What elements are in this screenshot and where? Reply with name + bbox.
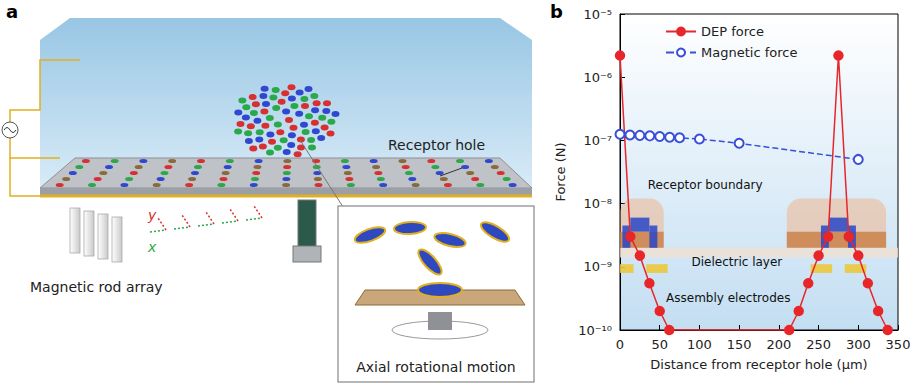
svg-text:50: 50	[651, 337, 668, 352]
svg-text:10⁻⁹: 10⁻⁹	[583, 259, 612, 274]
svg-text:Dielectric layer: Dielectric layer	[691, 255, 782, 269]
svg-text:Distance from receptor hole (μ: Distance from receptor hole (μm)	[650, 357, 867, 372]
svg-text:y: y	[147, 207, 157, 223]
svg-text:300: 300	[846, 337, 871, 352]
svg-text:10⁻⁷: 10⁻⁷	[583, 133, 612, 148]
svg-text:Axial rotational motion: Axial rotational motion	[356, 359, 516, 375]
svg-text:10⁻⁵: 10⁻⁵	[583, 7, 612, 22]
svg-text:150: 150	[727, 337, 752, 352]
svg-text:0: 0	[616, 337, 624, 352]
svg-text:Receptor hole: Receptor hole	[388, 137, 485, 153]
svg-text:Assembly electrodes: Assembly electrodes	[666, 291, 790, 305]
svg-text:Force (N): Force (N)	[553, 142, 568, 201]
svg-text:200: 200	[766, 337, 791, 352]
svg-text:100: 100	[687, 337, 712, 352]
svg-text:Magnetic rod array: Magnetic rod array	[30, 279, 163, 295]
svg-text:10⁻⁸: 10⁻⁸	[583, 196, 612, 211]
svg-text:DEP force: DEP force	[701, 24, 764, 39]
svg-text:10⁻¹⁰: 10⁻¹⁰	[578, 323, 612, 338]
svg-text:350: 350	[886, 337, 911, 352]
svg-text:Receptor boundary: Receptor boundary	[648, 178, 763, 192]
svg-text:10⁻⁶: 10⁻⁶	[583, 70, 612, 85]
svg-text:b: b	[550, 1, 563, 22]
svg-text:x: x	[147, 239, 157, 255]
svg-text:Magnetic force: Magnetic force	[701, 45, 797, 60]
svg-text:250: 250	[806, 337, 831, 352]
svg-text:a: a	[6, 1, 18, 22]
